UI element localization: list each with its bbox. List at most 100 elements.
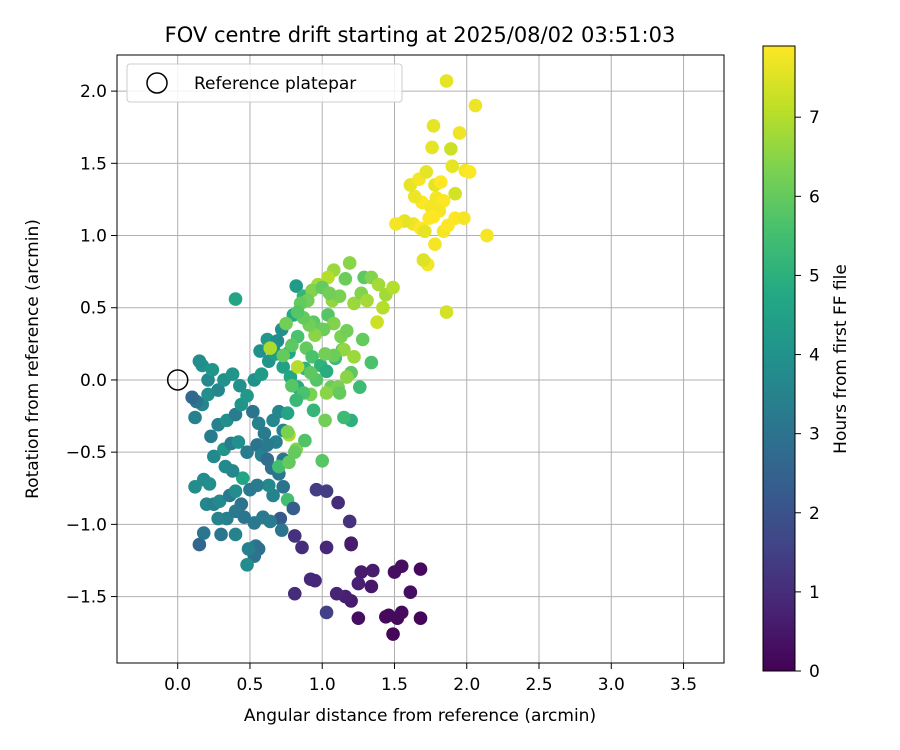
data-point xyxy=(240,445,254,459)
data-point xyxy=(351,576,366,591)
data-point xyxy=(321,270,335,285)
data-point xyxy=(344,536,358,550)
y-tick-label: 2.0 xyxy=(80,82,107,102)
data-point xyxy=(439,305,454,319)
data-point xyxy=(305,350,319,364)
data-point xyxy=(386,280,400,295)
data-point xyxy=(285,338,299,353)
data-point xyxy=(211,383,225,397)
data-point xyxy=(188,410,202,425)
y-tick-label: 1.5 xyxy=(80,154,107,174)
colorbar-tick-label: 4 xyxy=(809,346,820,366)
data-point xyxy=(204,429,218,444)
data-point xyxy=(322,286,337,301)
data-point xyxy=(329,586,344,601)
data-point xyxy=(319,484,334,498)
data-point xyxy=(319,605,334,620)
data-point xyxy=(228,292,243,306)
data-point xyxy=(280,425,295,439)
x-tick-label: 1.5 xyxy=(381,675,408,695)
data-point xyxy=(280,406,295,420)
x-tick-label: 3.5 xyxy=(670,675,697,695)
data-point xyxy=(339,370,354,384)
data-point xyxy=(263,514,277,529)
data-point xyxy=(425,140,439,155)
data-point xyxy=(276,480,291,494)
data-point xyxy=(290,360,305,374)
data-point xyxy=(468,98,483,113)
colorbar-tick-label: 6 xyxy=(809,187,820,207)
x-tick-label: 1.0 xyxy=(309,675,336,695)
data-point xyxy=(231,435,246,449)
data-point xyxy=(386,627,400,641)
data-point xyxy=(370,315,384,329)
colorbar-gradient xyxy=(763,46,795,671)
data-point xyxy=(289,393,304,407)
data-point xyxy=(279,316,293,331)
colorbar: 0 1 2 3 4 5 6 7 Hours from first FF file xyxy=(762,45,851,682)
y-tick-label: 0.5 xyxy=(80,299,107,319)
data-point xyxy=(261,478,276,493)
colorbar-frame xyxy=(762,45,796,672)
chart-title: FOV centre drift starting at 2025/08/02 … xyxy=(165,23,676,47)
x-axis-ticks: 0.0 0.5 1.0 1.5 2.0 2.5 3.0 3.5 xyxy=(164,663,697,695)
data-point xyxy=(303,365,318,380)
data-point xyxy=(196,526,211,540)
data-point xyxy=(326,316,341,331)
legend-box xyxy=(126,63,403,103)
data-point xyxy=(306,403,321,418)
data-point xyxy=(303,572,318,587)
data-point xyxy=(263,341,277,355)
data-points xyxy=(185,74,494,641)
data-point xyxy=(276,348,291,363)
data-point xyxy=(241,542,256,556)
data-point xyxy=(452,126,467,140)
colorbar-tick-label: 3 xyxy=(809,425,820,445)
data-point xyxy=(192,537,207,552)
data-point xyxy=(285,378,299,393)
data-point xyxy=(295,540,309,555)
data-point xyxy=(360,293,374,308)
x-tick-label: 2.5 xyxy=(525,675,552,695)
data-point xyxy=(254,367,269,381)
colorbar-ticks: 0 1 2 3 4 5 6 7 xyxy=(795,108,820,682)
data-point xyxy=(364,355,379,370)
data-point xyxy=(240,557,254,572)
data-point xyxy=(413,562,428,576)
data-point xyxy=(318,347,332,361)
data-point xyxy=(282,455,296,470)
data-point xyxy=(286,501,301,516)
plot-frame xyxy=(116,54,725,664)
legend-label: Reference platepar xyxy=(194,74,356,94)
data-point xyxy=(331,495,345,510)
data-point xyxy=(462,165,477,179)
data-point xyxy=(319,386,334,400)
data-point xyxy=(337,410,351,425)
data-point xyxy=(353,380,367,394)
data-point xyxy=(228,407,243,422)
data-point xyxy=(354,565,369,579)
x-axis-label: Angular distance from reference (arcmin) xyxy=(244,706,596,726)
data-point xyxy=(240,389,254,403)
data-point xyxy=(207,449,221,464)
data-point xyxy=(212,494,227,509)
data-point xyxy=(407,189,422,204)
data-point xyxy=(338,272,353,286)
legend: Reference platepar xyxy=(126,63,403,103)
data-point xyxy=(403,585,418,600)
data-point xyxy=(319,364,334,379)
y-axis-ticks: −1.5 −1.0 −0.5 0.0 0.5 1.0 1.5 2.0 xyxy=(66,82,117,608)
data-point xyxy=(246,404,260,419)
data-point xyxy=(228,527,243,542)
data-point xyxy=(366,563,380,578)
data-point xyxy=(416,253,431,267)
y-tick-label: 0.0 xyxy=(80,371,107,391)
x-tick-label: 0.5 xyxy=(236,675,263,695)
data-point xyxy=(274,523,289,537)
data-point xyxy=(418,224,432,238)
x-tick-label: 3.0 xyxy=(598,675,625,695)
y-tick-label: −0.5 xyxy=(66,443,107,463)
data-point xyxy=(318,413,332,428)
data-point xyxy=(337,342,351,357)
data-point xyxy=(428,237,442,251)
